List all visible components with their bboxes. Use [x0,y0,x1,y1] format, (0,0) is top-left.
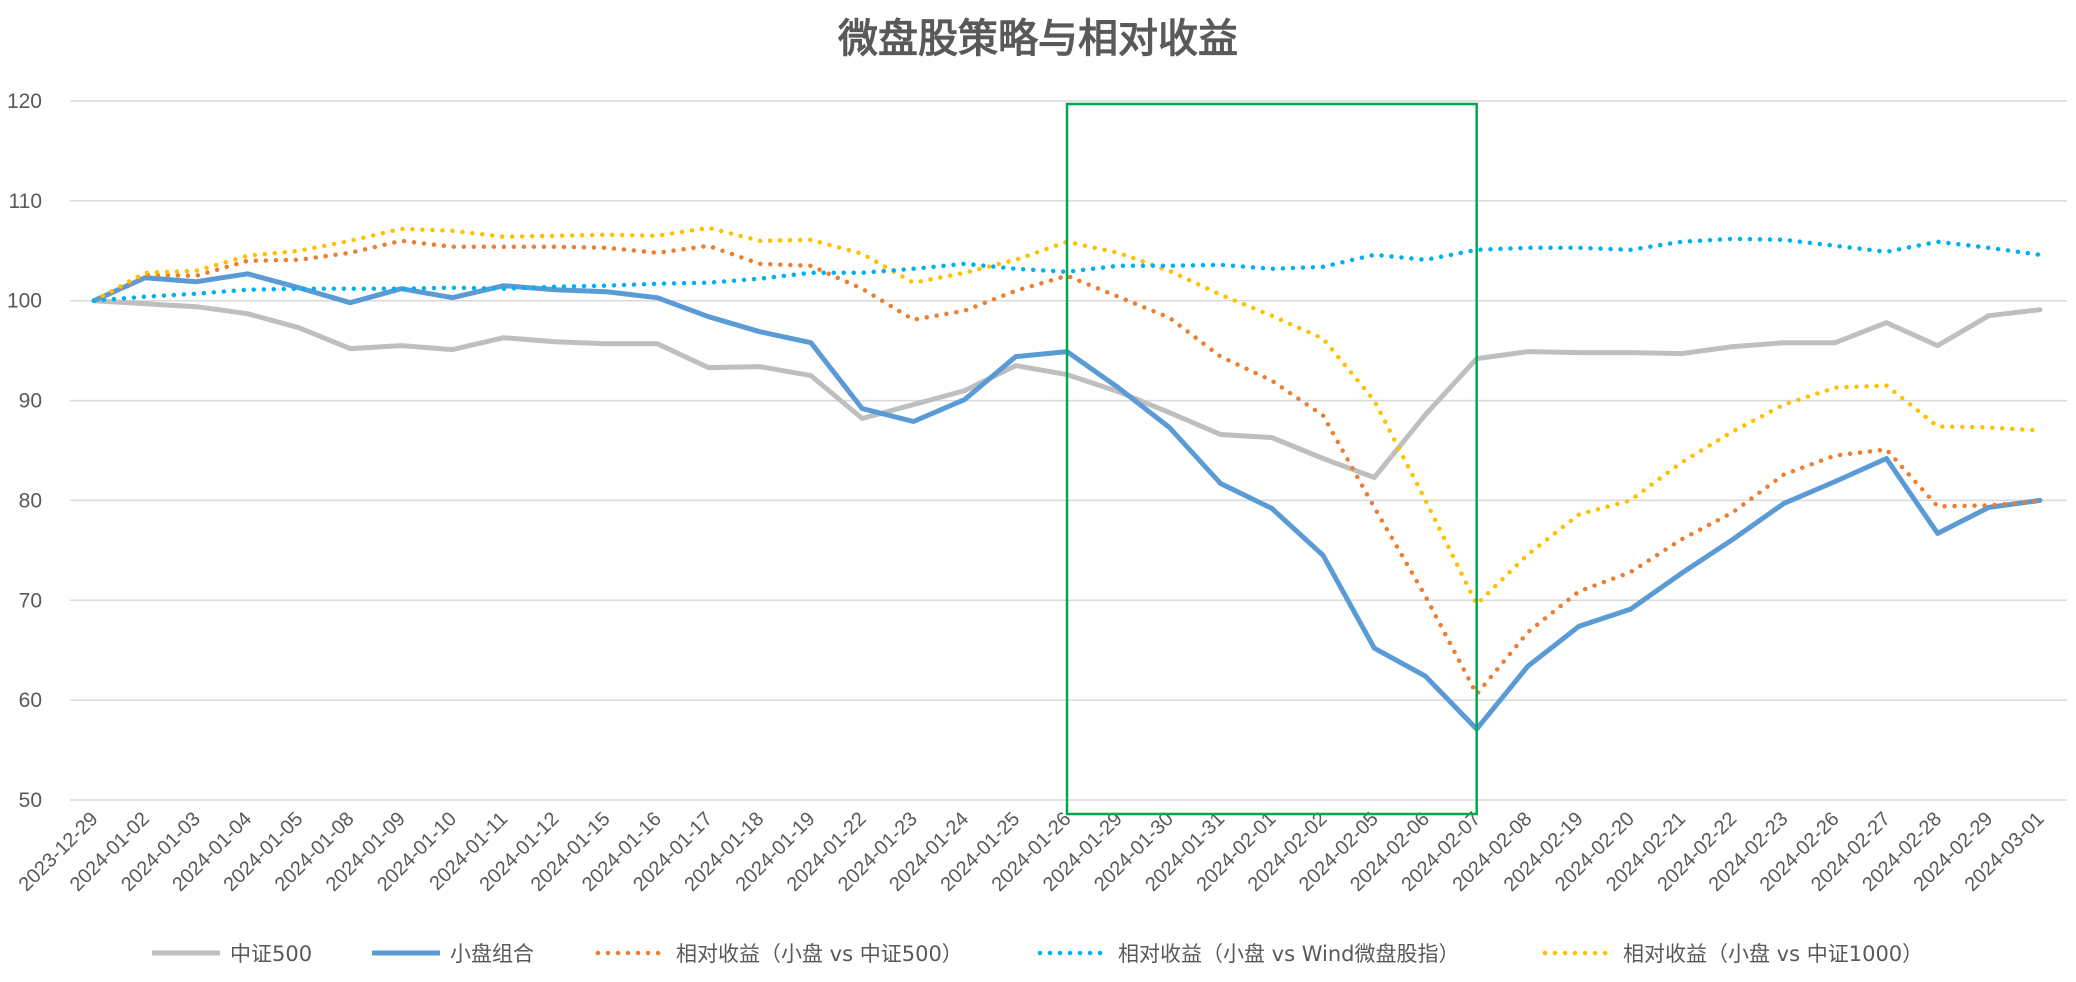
y-tick-label: 60 [19,689,42,712]
y-tick-label: 100 [7,290,42,313]
y-tick-label: 80 [19,489,42,512]
highlight-box-layer [1065,102,1478,816]
x-axis-ticks: 2023-12-292024-01-022024-01-032024-01-04… [15,808,2049,896]
highlight-box [1065,102,1478,816]
y-tick-label: 120 [7,90,42,113]
y-tick-label: 90 [19,390,42,413]
legend-label: 中证500 [230,942,312,966]
chart-title: 微盘股策略与相对收益 [837,16,1238,62]
y-tick-label: 110 [9,190,42,213]
legend-label: 相对收益（小盘 vs 中证1000） [1623,942,1923,966]
y-tick-label: 70 [19,589,42,612]
legend-label: 相对收益（小盘 vs 中证500） [676,942,963,966]
legend-label: 相对收益（小盘 vs Wind微盘股指） [1118,942,1460,966]
y-axis-ticks: 50 60 70 80 90 100 110 120 [7,90,42,812]
y-tick-label: 50 [19,789,42,812]
gridlines [70,100,2067,801]
legend: 中证500 小盘组合 相对收益（小盘 vs 中证500） 相对收益（小盘 vs Win… [152,942,1923,966]
legend-label: 小盘组合 [450,942,534,966]
